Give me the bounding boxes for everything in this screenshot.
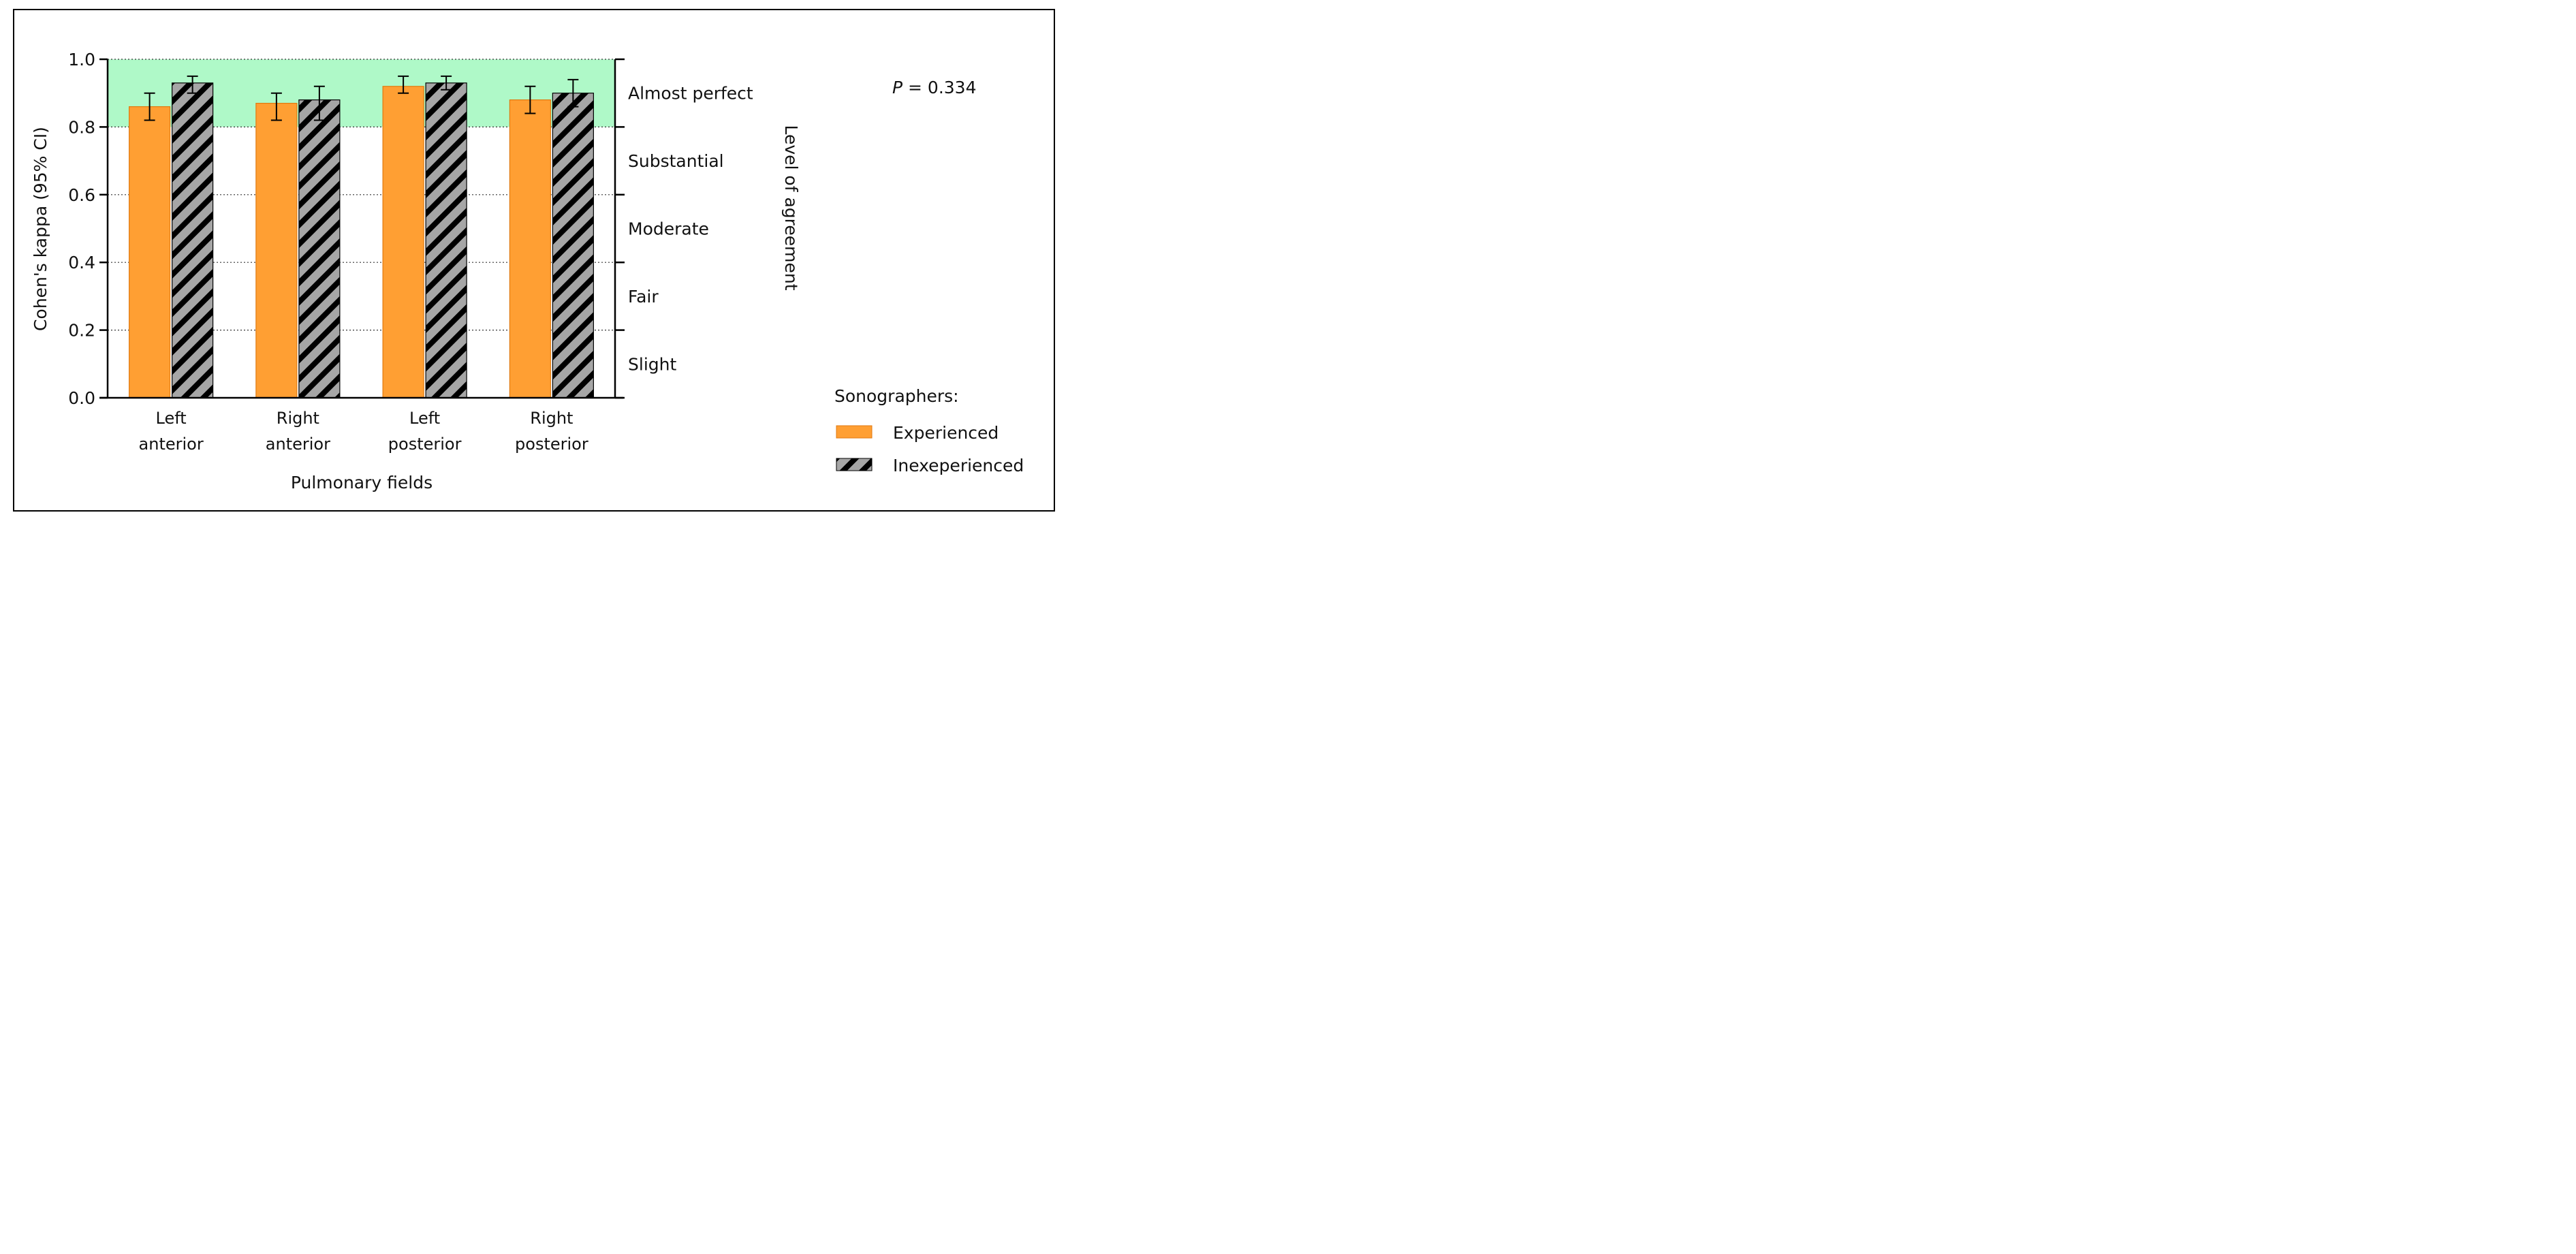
bar-inexperienced-1 xyxy=(298,99,341,398)
y-tick-label-4: 0.8 xyxy=(68,117,95,137)
chart-svg: Left anterior Right anterior Left posterior Ri… xyxy=(13,9,1055,512)
x-tick-label-3-0: Right xyxy=(530,409,573,428)
legend-title: Sonographers: xyxy=(834,386,959,406)
x-tick-label-3-1: posterior xyxy=(515,435,588,454)
bar-experienced-0 xyxy=(129,106,171,398)
p-value-text: = 0.334 xyxy=(902,78,976,97)
y-tick-label-0: 0.0 xyxy=(68,388,95,408)
error-bar-0-2 xyxy=(398,75,409,94)
error-bar-1-3 xyxy=(567,78,579,108)
x-tick-label-1-0: Right xyxy=(277,409,319,428)
x-tick-label-2-0: Left xyxy=(409,409,440,428)
p-value-annotation: P = 0.334 xyxy=(892,78,977,97)
agreement-label-3: Substantial xyxy=(628,151,724,171)
legend-label-experienced: Experienced xyxy=(893,423,999,443)
x-axis-title: Pulmonary fields xyxy=(291,473,433,492)
legend-swatch-inexperienced xyxy=(836,458,873,471)
y-tick-label-2: 0.4 xyxy=(68,253,95,272)
chart-figure: Left anterior Right anterior Left posterior Ri… xyxy=(0,0,1068,520)
error-bar-0-1 xyxy=(270,92,282,121)
bar-experienced-3 xyxy=(509,99,551,398)
error-bar-0-3 xyxy=(524,85,536,114)
p-value-symbol: P xyxy=(892,78,903,97)
error-bar-1-1 xyxy=(313,85,325,121)
y-tick-label-3: 0.6 xyxy=(68,185,95,205)
agreement-label-0: Slight xyxy=(628,354,676,374)
bar-inexperienced-2 xyxy=(425,82,467,398)
right-axis-title: Level of agreement xyxy=(781,125,801,290)
bar-experienced-1 xyxy=(255,103,298,398)
x-tick-label-0-1: anterior xyxy=(139,435,204,454)
y-axis-title: Cohen's kappa (95% CI) xyxy=(31,127,50,331)
error-bar-0-0 xyxy=(144,92,155,121)
bar-experienced-2 xyxy=(382,86,424,398)
agreement-label-4: Almost perfect xyxy=(628,84,753,104)
bar-inexperienced-3 xyxy=(552,93,594,398)
x-tick-label-2-1: posterior xyxy=(388,435,462,454)
x-tick-label-1-1: anterior xyxy=(266,435,330,454)
y-tick-label-1: 0.2 xyxy=(68,321,95,341)
legend-label-inexperienced: Inexeperienced xyxy=(893,456,1024,475)
error-bar-1-2 xyxy=(441,75,452,91)
x-tick-label-0-0: Left xyxy=(156,409,187,428)
agreement-label-1: Fair xyxy=(628,287,659,307)
legend: Sonographers: Experienced Inexeperienced xyxy=(834,386,1024,475)
agreement-label-2: Moderate xyxy=(628,219,709,239)
y-tick-label-5: 1.0 xyxy=(68,50,95,69)
legend-swatch-experienced xyxy=(836,425,873,439)
bar-inexperienced-0 xyxy=(172,82,214,398)
error-bar-1-0 xyxy=(187,75,198,94)
